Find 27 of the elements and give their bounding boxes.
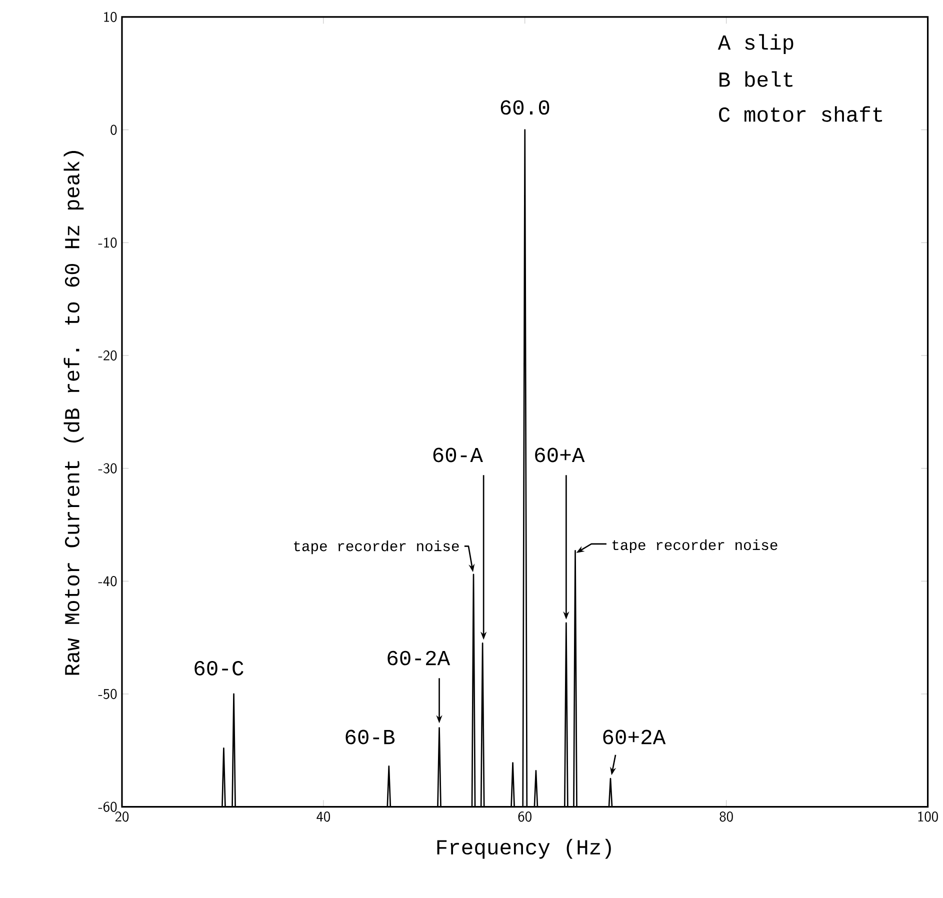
y-axis-title: Raw Motor Current (dB ref. to 60 Hz peak) [64,151,84,675]
y-tick-label: 10 [104,12,117,22]
annotation: tape recorder noise [294,540,459,554]
annotation: 60+A [535,448,585,462]
annotation: B belt [720,71,792,87]
annotation: tape recorder noise [612,539,778,554]
x-tick-label: 80 [720,812,733,822]
y-tick-label: -60 [98,802,117,812]
annotation: A slip [718,34,794,54]
y-tick-label: -30 [98,463,117,474]
annotation: 60-B [346,730,395,744]
y-tick-label: -40 [98,576,117,586]
annotation: 60.0 [500,100,550,115]
x-tick-label: 60 [518,812,532,822]
y-tick-label: -20 [98,350,117,361]
x-tick-label: 100 [918,812,938,822]
x-tick-label: 40 [316,812,330,822]
y-tick-label: -10 [98,238,117,248]
y-tick-label: -50 [98,688,117,700]
annotation: C motor shaft [719,106,882,122]
x-tick-label: 20 [115,812,129,822]
annotation: 60-A [433,448,483,462]
x-axis-title: Frequency (Hz) [437,839,611,859]
annotation: 60-2A [388,650,450,666]
annotation: 60-C [194,661,244,676]
y-tick-label: 0 [110,124,117,136]
annotation: 60+2A [603,730,666,744]
